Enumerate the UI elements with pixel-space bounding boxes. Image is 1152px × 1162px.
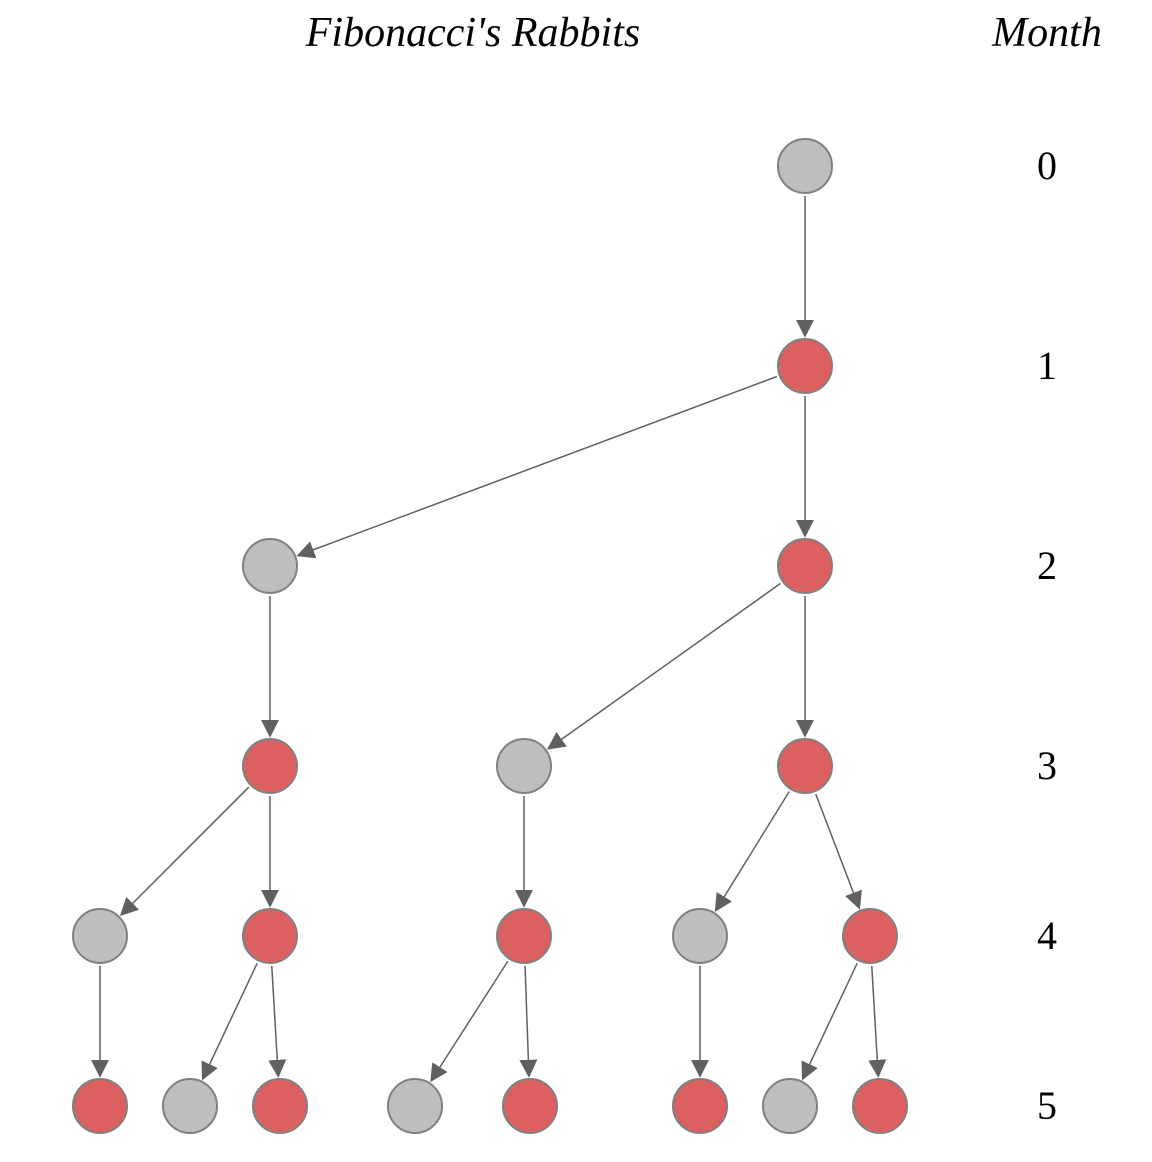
tree-node [388,1079,442,1133]
tree-node [253,1079,307,1133]
tree-node [503,1079,557,1133]
tree-edge [272,966,278,1076]
tree-node [778,739,832,793]
month-label: 4 [987,912,1107,959]
tree-edge [431,961,508,1080]
tree-node [73,909,127,963]
tree-node [497,739,551,793]
tree-node [243,539,297,593]
tree-edge [525,966,529,1076]
tree-edge [816,794,860,908]
tree-node [763,1079,817,1133]
tree-edge [803,963,857,1079]
tree-node [243,739,297,793]
diagram-canvas: Fibonacci's Rabbits Month 012345 [0,0,1152,1162]
tree-node [843,909,897,963]
tree-edge [298,377,777,556]
tree-edge [121,787,249,915]
month-label: 3 [987,742,1107,789]
month-label: 2 [987,542,1107,589]
tree-node [163,1079,217,1133]
tree-node [853,1079,907,1133]
tree-node [778,339,832,393]
fibonacci-tree [0,0,1152,1162]
tree-edge [872,966,878,1076]
month-label: 5 [987,1082,1107,1129]
month-label: 0 [987,142,1107,189]
tree-node [673,909,727,963]
tree-edge [548,583,780,748]
tree-edge [203,963,257,1079]
tree-edge [716,792,789,911]
tree-node [73,1079,127,1133]
tree-node [778,139,832,193]
tree-node [497,909,551,963]
tree-node [673,1079,727,1133]
month-label: 1 [987,342,1107,389]
tree-node [243,909,297,963]
tree-node [778,539,832,593]
